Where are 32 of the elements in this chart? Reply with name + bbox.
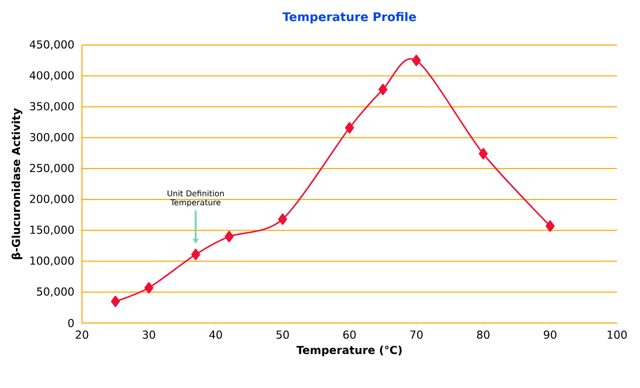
y-tick-label: 50,000 bbox=[36, 287, 74, 297]
y-tick-label: 400,000 bbox=[30, 71, 74, 81]
point bbox=[378, 84, 388, 96]
y-tick-label: 300,000 bbox=[30, 132, 74, 142]
x-tick-label: 40 bbox=[209, 330, 222, 339]
x-tick-label: 30 bbox=[142, 330, 156, 339]
y-tick-label: 100,000 bbox=[30, 256, 74, 266]
x-tick-label: 20 bbox=[76, 330, 88, 339]
y-tick-label: 200,000 bbox=[30, 194, 74, 204]
y-axis-title: β-Glucuronidase Activity bbox=[12, 108, 22, 260]
chart-title: Temperature Profile bbox=[282, 12, 416, 24]
x-axis-title: Temperature (°C) bbox=[296, 346, 402, 356]
point bbox=[224, 230, 234, 242]
y-tick-label: 250,000 bbox=[30, 164, 74, 174]
point bbox=[191, 248, 200, 260]
point bbox=[278, 213, 288, 225]
point bbox=[546, 220, 555, 232]
x-tick-label: 70 bbox=[410, 330, 423, 339]
point bbox=[412, 54, 421, 66]
x-tick-label: 50 bbox=[276, 330, 289, 339]
y-tick-label: 150,000 bbox=[30, 226, 74, 236]
x-tick-label: 60 bbox=[343, 330, 356, 339]
point bbox=[478, 148, 488, 160]
point bbox=[110, 296, 120, 308]
x-tick-label: 80 bbox=[477, 330, 490, 339]
x-tick-label: 100 bbox=[608, 330, 627, 339]
y-tick-label: 350,000 bbox=[30, 102, 74, 112]
y-tick-label: 0 bbox=[68, 318, 74, 328]
x-tick-label: 90 bbox=[544, 330, 556, 339]
point bbox=[144, 282, 154, 294]
point bbox=[345, 122, 354, 134]
y-tick-label: 450,000 bbox=[30, 40, 74, 50]
